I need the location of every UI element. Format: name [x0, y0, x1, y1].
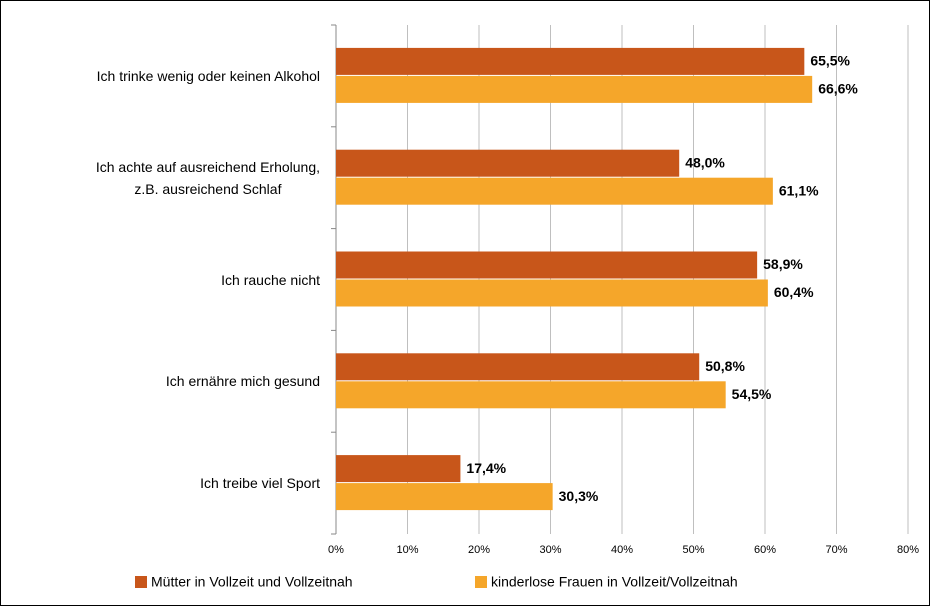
category-text: Ich treibe viel Sport: [200, 475, 320, 492]
x-tick-label: 70%: [825, 544, 847, 556]
category-text: Ich achte auf ausreichend Erholung, z.B.…: [95, 158, 320, 197]
y-tick-label: Ich achte auf ausreichend Erholung, z.B.…: [96, 156, 320, 200]
x-tick-label: 80%: [897, 544, 919, 556]
legend-swatch: [135, 576, 147, 588]
value-label: 66,6%: [818, 81, 858, 97]
y-tick-label: Ich rauche nicht: [221, 269, 320, 291]
bar: [336, 47, 805, 75]
value-label: 30,3%: [559, 488, 599, 504]
legend-label: kinderlose Frauen in Vollzeit/Vollzeitna…: [491, 574, 738, 590]
bar: [336, 251, 758, 279]
bar: [336, 279, 768, 307]
category-text: Ich ernähre mich gesund: [165, 373, 320, 390]
bar: [336, 381, 726, 409]
y-tick-label: Ich ernähre mich gesund: [166, 370, 320, 392]
x-tick-label: 10%: [396, 544, 418, 556]
value-label: 61,1%: [779, 182, 819, 198]
value-label: 54,5%: [732, 386, 772, 402]
bar: [336, 483, 553, 511]
category-text: Ich rauche nicht: [221, 271, 320, 288]
x-tick-label: 40%: [611, 544, 633, 556]
bar: [336, 75, 813, 103]
x-tick-label: 0%: [328, 544, 344, 556]
bar: [336, 177, 773, 205]
value-label: 65,5%: [810, 53, 850, 69]
y-tick-label: Ich treibe viel Sport: [200, 472, 320, 494]
x-tick-label: 50%: [682, 544, 704, 556]
x-tick-label: 60%: [754, 544, 776, 556]
x-tick-label: 30%: [539, 544, 561, 556]
bar: [336, 455, 461, 483]
value-label: 17,4%: [466, 460, 506, 476]
y-tick-label: Ich trinke wenig oder keinen Alkohol: [97, 65, 320, 87]
value-label: 48,0%: [685, 154, 725, 170]
x-tick-label: 20%: [468, 544, 490, 556]
value-label: 50,8%: [705, 358, 745, 374]
legend-label: Mütter in Vollzeit und Vollzeitnah: [151, 574, 353, 590]
value-label: 58,9%: [763, 256, 803, 272]
legend-swatch: [475, 576, 487, 588]
bar: [336, 149, 680, 177]
category-text: Ich trinke wenig oder keinen Alkohol: [96, 67, 320, 84]
bar: [336, 353, 700, 381]
value-label: 60,4%: [774, 284, 814, 300]
